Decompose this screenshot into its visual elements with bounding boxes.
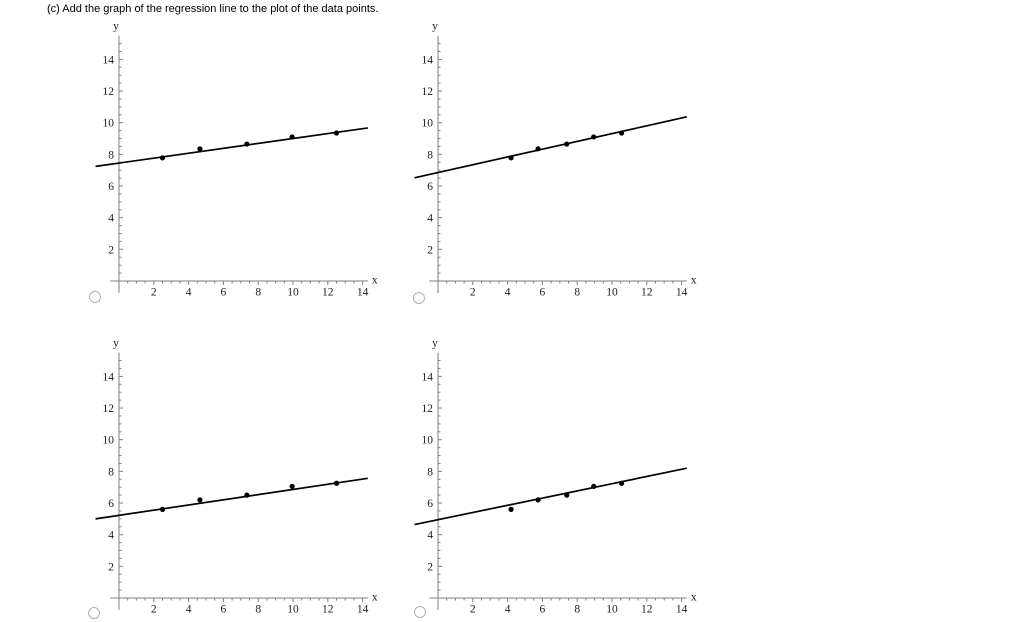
regression-line — [95, 477, 368, 520]
y-axis-label: y — [432, 21, 438, 33]
y-axis-label: y — [113, 21, 119, 33]
data-point — [535, 497, 541, 503]
y-tick-label: 6 — [427, 181, 433, 193]
question-text: (c) Add the graph of the regression line… — [47, 3, 379, 15]
x-tick-label: 4 — [505, 287, 511, 299]
y-tick-label: 8 — [108, 466, 114, 478]
option-a-radio-button[interactable] — [89, 291, 101, 303]
y-tick-label: 8 — [427, 466, 433, 478]
data-point — [244, 492, 250, 498]
y-axis-label: y — [432, 338, 438, 350]
x-tick-label: 2 — [151, 287, 157, 299]
data-point — [159, 155, 166, 161]
y-tick-label: 2 — [427, 244, 433, 256]
x-tick-label: 12 — [641, 604, 653, 616]
y-tick-label: 8 — [108, 149, 114, 161]
regression-line — [414, 116, 688, 179]
x-tick-label: 6 — [540, 604, 546, 616]
data-point — [333, 130, 340, 136]
x-axis-label: x — [691, 275, 697, 287]
y-tick-label: 6 — [108, 498, 114, 510]
x-axis-label: x — [372, 275, 378, 287]
x-tick-label: 4 — [505, 604, 511, 616]
y-tick-label: 2 — [108, 244, 114, 256]
option-d-radio-button[interactable] — [414, 606, 426, 618]
data-point — [244, 141, 250, 147]
y-tick-label: 4 — [427, 530, 433, 542]
data-point — [289, 483, 295, 489]
data-point — [591, 134, 597, 140]
y-tick-label: 14 — [103, 54, 115, 66]
y-tick-label: 2 — [427, 561, 433, 573]
y-tick-label: 10 — [103, 118, 115, 130]
x-axis-label: x — [691, 592, 697, 604]
data-point — [535, 146, 541, 152]
data-point — [508, 506, 514, 512]
x-tick-label: 12 — [641, 287, 653, 299]
x-tick-label: 12 — [322, 604, 334, 616]
data-point — [159, 506, 166, 512]
y-tick-label: 12 — [103, 403, 115, 415]
x-tick-label: 10 — [606, 604, 618, 616]
x-tick-label: 8 — [574, 287, 580, 299]
y-tick-label: 2 — [108, 561, 114, 573]
regression-line — [414, 467, 687, 526]
x-tick-label: 2 — [470, 287, 476, 299]
x-tick-label: 10 — [287, 604, 299, 616]
x-tick-label: 2 — [151, 604, 157, 616]
x-tick-label: 6 — [540, 287, 546, 299]
x-tick-label: 10 — [287, 287, 299, 299]
x-tick-label: 14 — [357, 604, 369, 616]
x-tick-label: 8 — [574, 604, 580, 616]
option-b-radio-button[interactable] — [413, 292, 425, 304]
y-tick-label: 10 — [103, 435, 115, 447]
data-point — [197, 497, 203, 503]
y-tick-label: 14 — [422, 54, 434, 66]
x-tick-label: 10 — [606, 287, 618, 299]
data-point — [564, 492, 570, 498]
y-tick-label: 12 — [422, 403, 434, 415]
y-tick-label: 6 — [108, 181, 114, 193]
y-tick-label: 12 — [103, 86, 115, 98]
data-point — [333, 480, 340, 486]
data-point — [591, 483, 597, 489]
x-tick-label: 6 — [221, 604, 227, 616]
x-tick-label: 14 — [357, 287, 369, 299]
y-tick-label: 12 — [422, 86, 434, 98]
y-tick-label: 14 — [422, 371, 434, 383]
x-tick-label: 2 — [470, 604, 476, 616]
y-axis-label: y — [113, 338, 119, 350]
regression-line — [95, 127, 368, 168]
data-point — [564, 141, 570, 147]
y-tick-label: 4 — [427, 213, 433, 225]
y-tick-label: 4 — [108, 530, 114, 542]
data-point — [508, 155, 514, 161]
x-tick-label: 6 — [221, 287, 227, 299]
y-tick-label: 6 — [427, 498, 433, 510]
data-point — [289, 134, 295, 140]
data-point — [618, 480, 625, 486]
x-tick-label: 8 — [255, 604, 261, 616]
x-axis-label: x — [372, 592, 378, 604]
data-point — [197, 146, 203, 152]
x-tick-label: 12 — [322, 287, 334, 299]
x-tick-label: 14 — [676, 604, 688, 616]
y-tick-label: 8 — [427, 149, 433, 161]
x-tick-label: 4 — [186, 604, 192, 616]
y-tick-label: 14 — [103, 371, 115, 383]
y-tick-label: 10 — [422, 435, 434, 447]
x-tick-label: 4 — [186, 287, 192, 299]
x-tick-label: 14 — [676, 287, 688, 299]
option-c-radio-button[interactable] — [88, 607, 100, 619]
data-point — [618, 130, 625, 136]
y-tick-label: 10 — [422, 118, 434, 130]
x-tick-label: 8 — [255, 287, 261, 299]
y-tick-label: 4 — [108, 213, 114, 225]
